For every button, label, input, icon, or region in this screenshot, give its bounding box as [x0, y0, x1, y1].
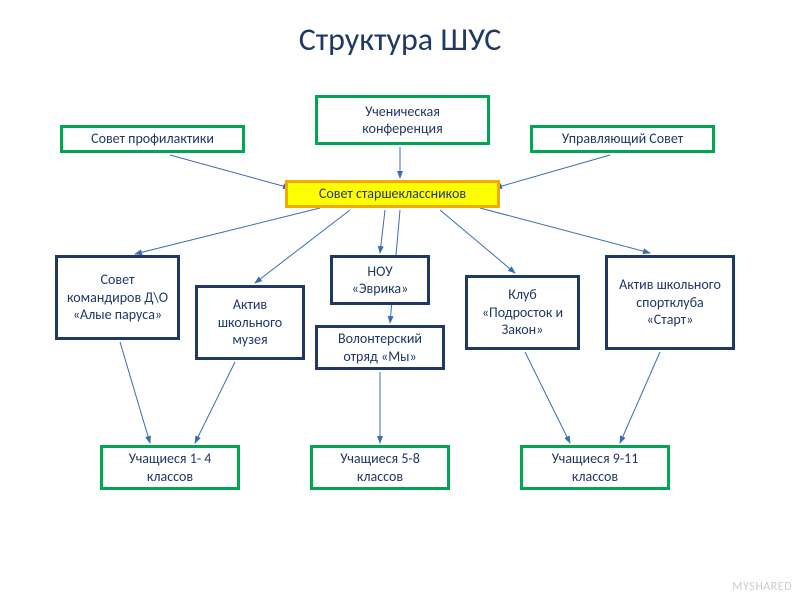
edge-komandir-p14: [120, 342, 150, 443]
edge-senior-club: [440, 210, 515, 273]
node-komandir: Совет командиров Д\О «Алые паруса»: [55, 255, 180, 340]
node-p14: Учащиеся 1- 4 классов: [100, 445, 240, 490]
node-senior: Совет старшеклассников: [285, 180, 500, 208]
watermark: MYSHARED: [732, 580, 792, 594]
node-uprav: Управляющий Совет: [530, 125, 715, 153]
edge-club-p911: [525, 352, 570, 443]
edge-senior-nou: [380, 210, 385, 253]
edge-senior-sport: [480, 208, 650, 253]
node-p58: Учащиеся 5-8 классов: [310, 445, 450, 490]
edge-senior-komandir: [135, 208, 320, 254]
node-museum: Актив школьного музея: [195, 285, 305, 360]
node-sport: Актив школьного спортклуба «Старт»: [605, 255, 735, 350]
node-nou: НОУ «Эврика»: [330, 255, 430, 305]
node-club: Клуб «Подросток и Закон»: [465, 275, 580, 350]
diagram-title: Структура ШУС: [0, 20, 800, 59]
node-prof: Совет профилактики: [60, 125, 245, 153]
node-p911: Учащиеся 9-11 классов: [520, 445, 670, 490]
edge-uprav-senior: [495, 155, 610, 188]
edge-sport-p911: [620, 352, 660, 443]
node-conf: Ученическая конференция: [315, 95, 490, 145]
edge-prof-senior: [170, 155, 290, 188]
node-volunteer: Волонтерский отряд «Мы»: [315, 325, 445, 370]
edge-museum-p14: [195, 362, 235, 443]
